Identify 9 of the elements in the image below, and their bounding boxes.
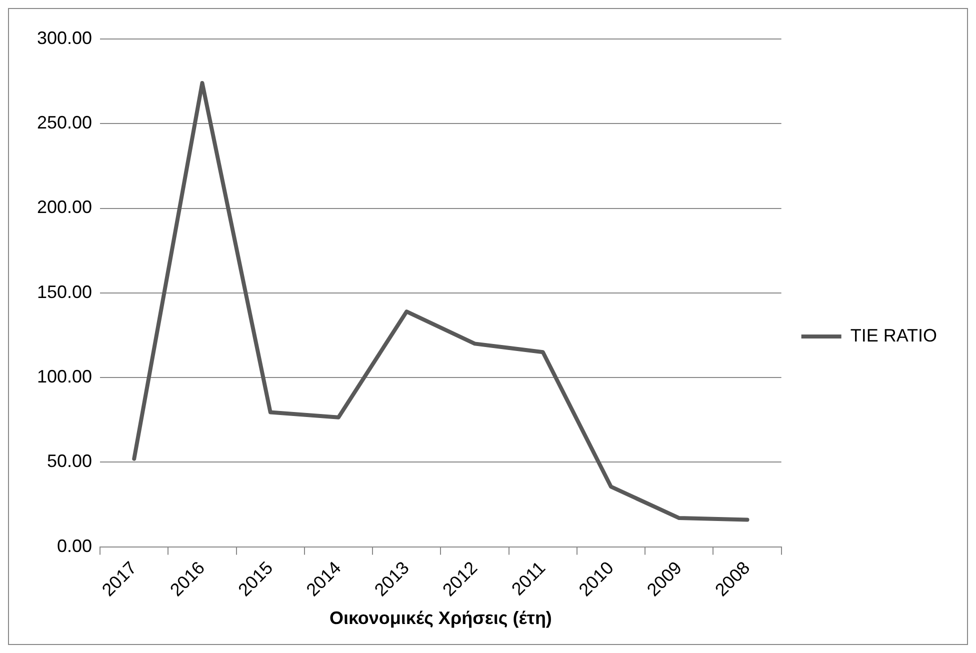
x-axis-title: Οικονομικές Χρήσεις (έτη) (329, 608, 552, 628)
y-tick-label: 200.00 (36, 197, 92, 218)
y-tick-label: 250.00 (36, 112, 92, 133)
y-tick-label: 300.00 (36, 28, 92, 48)
y-tick-label: 0.00 (57, 536, 92, 556)
y-tick-label: 150.00 (36, 282, 92, 302)
legend-label: TIE RATIO (850, 325, 938, 346)
y-tick-label: 50.00 (47, 451, 92, 472)
y-tick-label: 100.00 (36, 366, 92, 387)
